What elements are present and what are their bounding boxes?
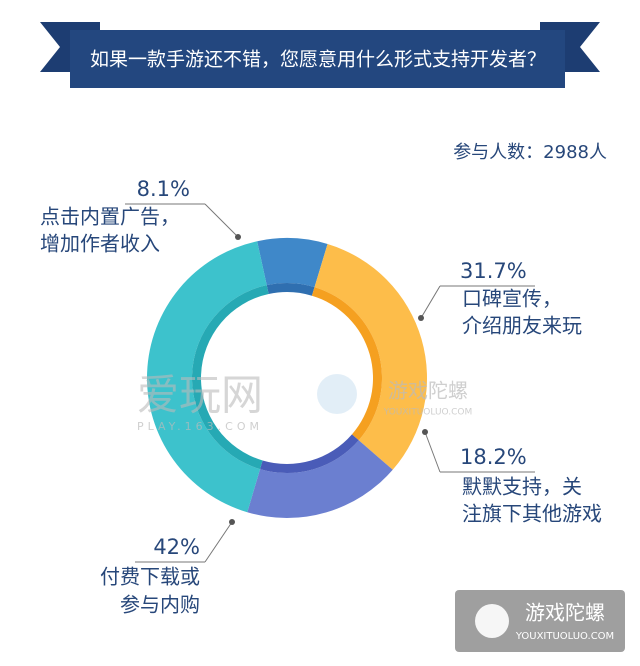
leader-dot: [418, 315, 424, 321]
watermark: YOUXITUOLUO.COM: [383, 408, 473, 418]
category-label: 注旗下其他游戏: [462, 502, 602, 526]
inner-band: [266, 283, 315, 296]
inner-band: [192, 285, 269, 470]
watermark: 爱玩网: [137, 371, 263, 420]
category-label: 点击内置广告，: [40, 205, 180, 229]
donut-segment: [314, 244, 428, 470]
leader-dot: [229, 519, 235, 525]
logo-url: YOUXITUOLUO.COM: [515, 631, 614, 642]
inner-band: [260, 434, 359, 473]
inner-band: [311, 287, 382, 441]
value-label: 42%: [153, 535, 200, 559]
watermark-icon: [317, 374, 357, 414]
value-label: 31.7%: [460, 259, 527, 283]
donut-segment: [257, 238, 328, 288]
leader: [420, 285, 441, 319]
leader: [204, 203, 239, 238]
category-label: 参与内购: [120, 593, 200, 617]
donut: [147, 238, 428, 518]
logo-icon: [475, 604, 509, 638]
donut-segment: [147, 241, 267, 513]
leader: [424, 431, 441, 473]
leader-dot: [235, 234, 241, 240]
donut-segment: [247, 440, 393, 518]
watermark: PLAY.163.COM: [137, 420, 263, 433]
category-label: 增加作者收入: [40, 232, 160, 256]
value-label: 18.2%: [460, 445, 527, 469]
logo-text: 游戏陀螺: [525, 601, 605, 625]
category-label: 介绍朋友来玩: [462, 314, 582, 338]
title-banner: [70, 30, 565, 88]
value-label: 8.1%: [137, 177, 190, 201]
category-label: 付费下载或: [100, 565, 200, 589]
watermark: 游戏陀螺: [388, 379, 468, 403]
chart-title: 如果一款手游还不错，您愿意用什么形式支持开发者？: [90, 49, 546, 71]
leader: [204, 521, 233, 563]
category-label: 口碑宣传，: [462, 287, 562, 311]
category-label: 默默支持，关: [462, 475, 582, 499]
participants: 参与人数：2988人: [453, 142, 607, 163]
leader-dot: [422, 429, 428, 435]
